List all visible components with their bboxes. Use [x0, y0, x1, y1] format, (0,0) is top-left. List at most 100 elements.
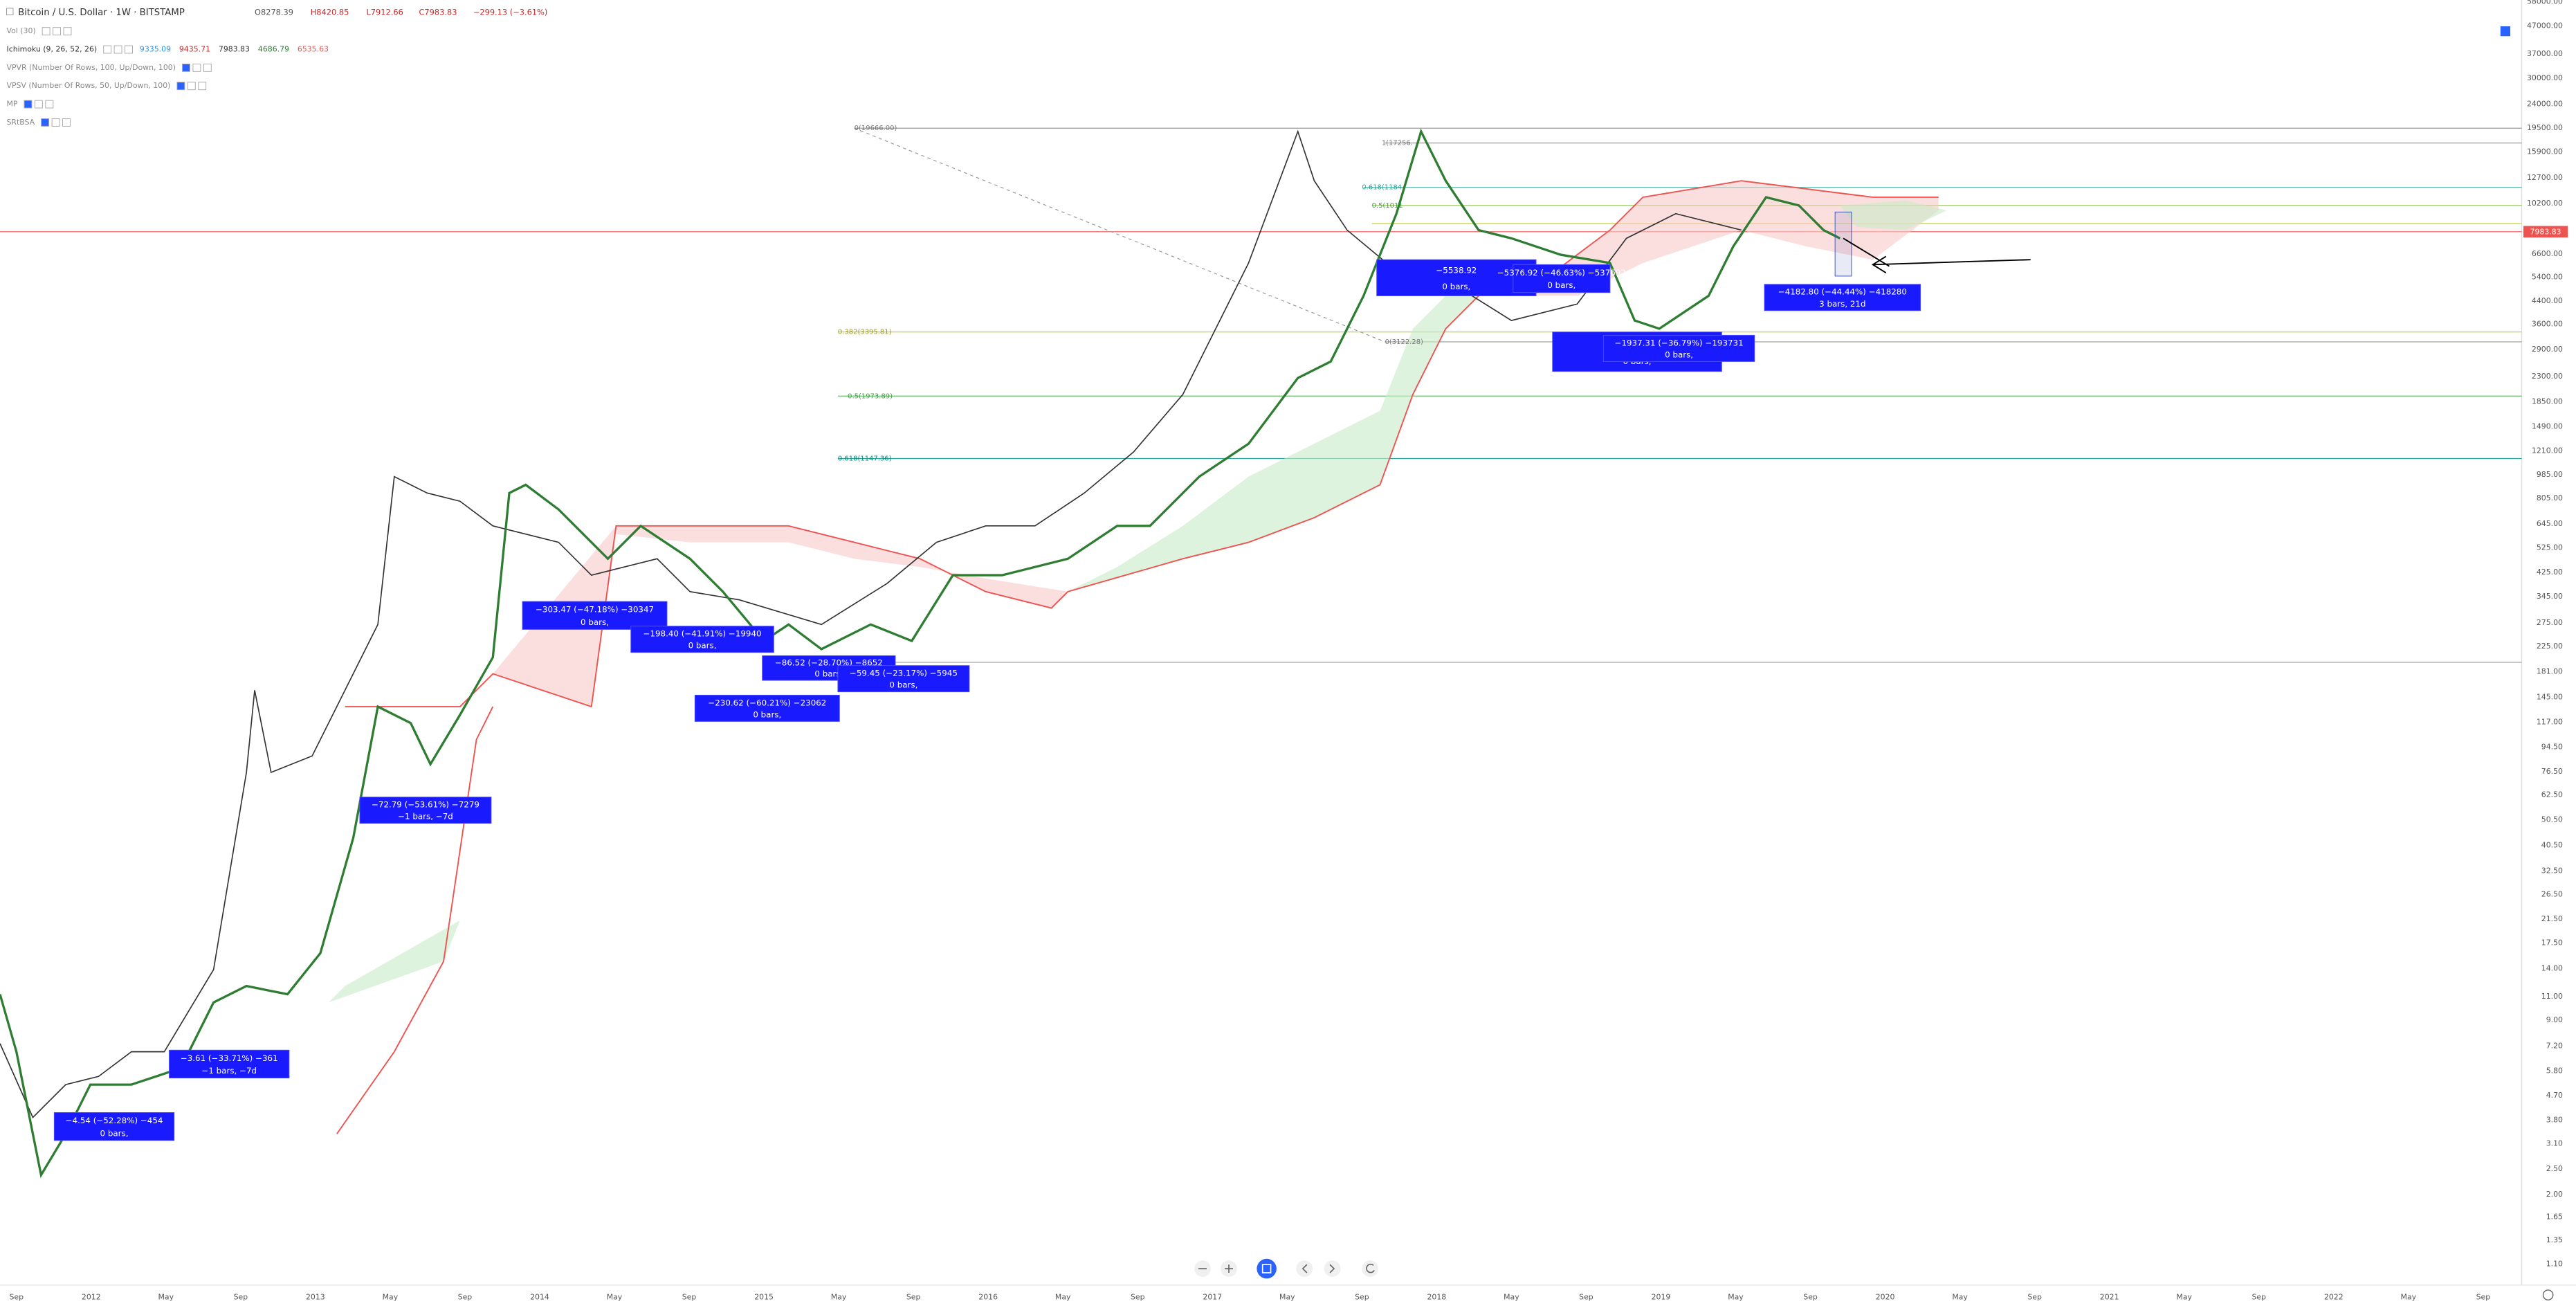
indicator-button[interactable]: [42, 27, 51, 36]
settings-button[interactable]: [2542, 1289, 2554, 1300]
measurement-value: −303.47 (−47.18%) −30347: [536, 605, 654, 615]
price-axis-label: 1.35: [2546, 1235, 2563, 1244]
time-axis-label: Sep: [906, 1293, 921, 1302]
time-axis-label: Sep: [2476, 1293, 2491, 1302]
measurement: −303.47 (−47.18%) −30347 0 bars,: [522, 601, 668, 630]
arrow: [1843, 237, 2031, 273]
measurement-value: −230.62 (−60.21%) −23062: [708, 698, 826, 707]
price-axis-label: 5.80: [2546, 1067, 2563, 1076]
measurement: −5376.92 (−46.63%) −537692 0 bars,: [1497, 264, 1626, 293]
price-axis-label: 2300.00: [2532, 372, 2563, 381]
indicator-button[interactable]: [53, 27, 61, 36]
time-axis-label: May: [1055, 1293, 1071, 1302]
price-axis-label: 10200.00: [2527, 199, 2563, 208]
indicator-button[interactable]: [198, 82, 207, 91]
indicator-button[interactable]: [182, 63, 190, 72]
time-axis-label: May: [383, 1293, 399, 1302]
price-axis-label: 11.00: [2541, 992, 2563, 1001]
measurement-bars: 0 bars,: [814, 669, 843, 679]
measurement-box: [1513, 264, 1611, 293]
collapse-button[interactable]: [6, 8, 14, 15]
fib-label: 1(17256.: [1382, 140, 1413, 147]
time-axis-label: May: [2401, 1293, 2417, 1302]
indicator-name: VPVR (Number Of Rows, 100, Up/Down, 100): [6, 63, 176, 72]
price-axis-label: 58000.00: [2527, 0, 2563, 6]
indicator-button[interactable]: [63, 27, 72, 36]
indicator-name: Ichimoku (9, 26, 52, 26): [6, 45, 97, 54]
indicator-button[interactable]: [41, 118, 50, 127]
price-axis-label: 21.50: [2541, 914, 2563, 923]
time-axis-label: 2019: [1652, 1293, 1671, 1302]
measurement-value: −5538.92: [1436, 265, 1477, 275]
scroll-right-button[interactable]: [1324, 1260, 1341, 1277]
indicator-button[interactable]: [24, 100, 33, 109]
indicator-button[interactable]: [45, 100, 54, 109]
indicator-button[interactable]: [192, 63, 201, 72]
price-axis-label: 19500.00: [2527, 123, 2563, 132]
measurement: −230.62 (−60.21%) −23062 0 bars,: [694, 694, 840, 722]
indicator-value: 4686.79: [258, 45, 289, 54]
scale-button[interactable]: [2500, 26, 2511, 37]
price-axis-label: 30000.00: [2527, 73, 2563, 82]
measurement-box: [1602, 334, 1755, 362]
fib-label: 0.5(1973.89): [848, 392, 893, 400]
price-axis-label: 1850.00: [2532, 397, 2563, 406]
price-axis-label: 525.00: [2537, 543, 2563, 552]
fib-label: 0.382(3395.81): [838, 329, 892, 336]
measurement-box: [694, 694, 840, 722]
zoom-in-button[interactable]: [1221, 1260, 1237, 1277]
indicator-button[interactable]: [125, 45, 133, 54]
measurement-box: [837, 665, 970, 693]
time-axis-label: Sep: [1355, 1293, 1369, 1302]
time-axis-label: May: [1952, 1293, 1968, 1302]
senkou-line: [336, 706, 494, 1134]
time-axis-label: May: [831, 1293, 847, 1302]
price-axis-label: 40.50: [2541, 841, 2563, 850]
price-axis-label: 225.00: [2537, 642, 2563, 651]
reset-button[interactable]: [1362, 1260, 1379, 1277]
senkou-line: [345, 180, 1939, 708]
price-axis-label: 32.50: [2541, 866, 2563, 875]
lagging-span: [0, 129, 1742, 1119]
time-axis-label: 2015: [754, 1293, 774, 1302]
indicator-name: VPSV (Number Of Rows, 50, Up/Down, 100): [6, 81, 170, 90]
measurement-value: −4.54 (−52.28%) −454: [66, 1116, 163, 1125]
indicator-button[interactable]: [51, 118, 60, 127]
indicator-value: 9435.71: [179, 45, 210, 54]
price-axis-label: 14.00: [2541, 964, 2563, 973]
time-axis-label: 2021: [2100, 1293, 2119, 1302]
price-axis-label: 1490.00: [2532, 422, 2563, 431]
price-axis-label: 275.00: [2537, 618, 2563, 627]
price-axis-label: 117.00: [2537, 718, 2563, 727]
measurement-value: −5376.92 (−46.63%) −537692: [1497, 268, 1626, 278]
indicator-button[interactable]: [113, 45, 122, 54]
ohlc-low: L7912.66: [366, 7, 403, 17]
price-axis-label: 9.00: [2546, 1015, 2563, 1024]
measurement-bars: −1 bars, −7d: [398, 812, 453, 822]
fit-button[interactable]: [1257, 1258, 1277, 1279]
indicator-button[interactable]: [187, 82, 196, 91]
price-axis-label: 145.00: [2537, 693, 2563, 702]
time-axis-label: Sep: [1131, 1293, 1145, 1302]
scroll-left-button[interactable]: [1296, 1260, 1313, 1277]
price-axis-label: 3.80: [2546, 1116, 2563, 1125]
time-axis-label: Sep: [682, 1293, 697, 1302]
price-axis-label: 50.50: [2541, 815, 2563, 824]
zoom-out-button[interactable]: [1194, 1260, 1211, 1277]
time-axis-label: Sep: [1579, 1293, 1593, 1302]
fib-label: 0.618(1147.36): [838, 455, 892, 462]
time-axis-label: 2020: [1876, 1293, 1895, 1302]
measurement-value: −72.79 (−53.61%) −7279: [372, 800, 479, 810]
indicator-button[interactable]: [34, 100, 43, 109]
price-axis-label: 17.50: [2541, 938, 2563, 947]
time-axis-label: Sep: [9, 1293, 24, 1302]
indicator-button[interactable]: [103, 45, 112, 54]
indicator-button[interactable]: [203, 63, 212, 72]
measurement-box: [359, 797, 492, 824]
price-axis-label: 2.00: [2546, 1190, 2563, 1199]
price-axis-label: 3600.00: [2532, 320, 2563, 329]
measurement-bars: 0 bars,: [100, 1128, 129, 1138]
indicator-button[interactable]: [176, 82, 185, 91]
indicator-button[interactable]: [62, 118, 71, 127]
price-axis-label: 1.10: [2546, 1260, 2563, 1269]
